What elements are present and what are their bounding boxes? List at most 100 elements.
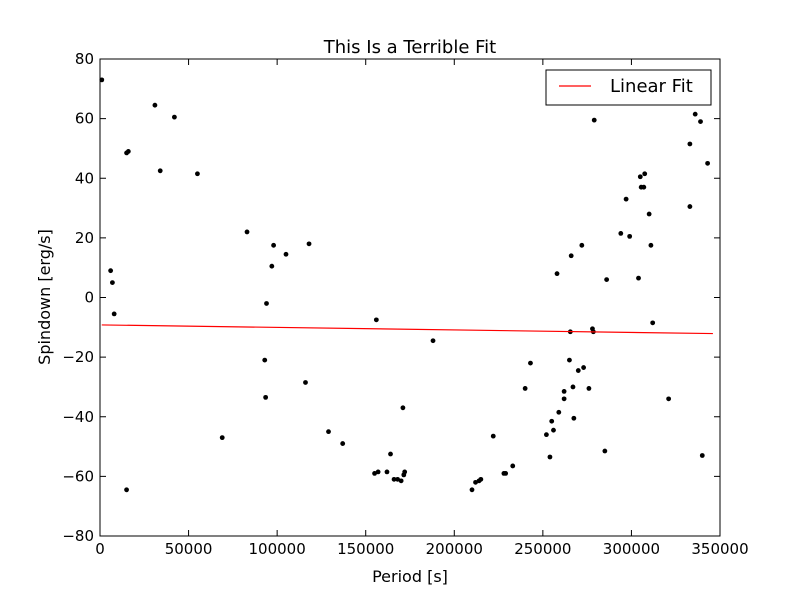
x-tick-label: 100000 [249, 540, 306, 558]
data-point [326, 429, 331, 435]
y-tick-label: 0 [84, 289, 94, 307]
x-tick-label: 250000 [514, 540, 571, 558]
data-point [264, 301, 269, 306]
data-point [650, 320, 656, 326]
data-point [528, 360, 533, 366]
data-point [561, 396, 567, 402]
data-point [570, 384, 576, 390]
data-point [705, 160, 710, 166]
plot-area [99, 77, 713, 493]
x-axis-label: Period [s] [372, 567, 448, 586]
fit-line [101, 324, 713, 335]
data-point [648, 242, 654, 248]
y-tick-label: 80 [75, 50, 94, 68]
x-tick-label: 200000 [426, 540, 483, 558]
data-point [430, 338, 436, 344]
data-point [110, 280, 115, 285]
data-point [623, 196, 629, 202]
data-point [591, 117, 597, 123]
data-point [340, 441, 346, 446]
data-point [111, 311, 117, 317]
data-point [641, 184, 647, 190]
y-tick-label: −60 [62, 467, 94, 485]
data-point [373, 317, 379, 323]
y-tick-label: 60 [75, 110, 94, 128]
data-point [699, 453, 705, 458]
data-point [554, 271, 560, 277]
data-point [637, 174, 643, 180]
plot-frame [99, 58, 721, 537]
legend: Linear Fit [545, 69, 712, 106]
data-point [687, 141, 693, 147]
data-point [556, 409, 562, 415]
data-point [604, 277, 610, 283]
data-point [575, 368, 581, 373]
data-point [172, 114, 177, 120]
data-point [262, 357, 268, 363]
data-point [269, 263, 275, 269]
y-tick-label: 20 [75, 229, 94, 247]
data-point [283, 251, 289, 257]
data-point [687, 204, 693, 209]
data-point [263, 394, 269, 400]
data-point [469, 487, 475, 493]
y-axis: −80 −60 −40 −20 0 20 40 60 80 [62, 50, 720, 545]
data-point [561, 389, 567, 394]
data-point [99, 77, 105, 83]
data-point [636, 275, 641, 281]
data-point [567, 357, 572, 363]
x-tick-label: 300000 [603, 540, 660, 558]
data-point [244, 229, 250, 235]
x-tick-label: 50000 [165, 540, 213, 558]
data-point [627, 233, 633, 239]
data-point [503, 470, 509, 476]
data-point [549, 418, 555, 424]
data-point [219, 435, 225, 441]
data-point [157, 168, 163, 174]
x-tick-label: 150000 [337, 540, 394, 558]
x-axis: 0 50000 100000 150000 200000 250000 300000 3500… [95, 59, 749, 558]
data-point [388, 451, 393, 457]
data-point [544, 432, 549, 438]
data-point [402, 469, 408, 475]
data-point [375, 469, 381, 475]
data-point [306, 241, 312, 247]
data-point [195, 171, 200, 177]
legend-label-linear-fit: Linear Fit [610, 76, 693, 97]
y-tick-label: −20 [62, 348, 94, 366]
data-point [391, 476, 397, 482]
data-point [510, 463, 516, 469]
data-point [586, 386, 592, 391]
data-point [568, 253, 574, 259]
data-point [271, 242, 276, 248]
chart-title: This Is a Terrible Fit [323, 37, 497, 58]
data-point [642, 171, 648, 177]
data-point [522, 386, 528, 391]
data-point [581, 365, 586, 370]
data-point [400, 405, 406, 411]
data-point [571, 415, 577, 421]
data-point [398, 478, 404, 484]
legend-box [545, 69, 712, 106]
data-point [547, 454, 553, 460]
data-point [108, 268, 114, 274]
data-point [692, 111, 698, 117]
data-point [646, 211, 652, 217]
data-point [125, 149, 131, 154]
y-tick-label: −40 [62, 408, 94, 426]
x-tick-label: 0 [95, 540, 105, 558]
y-tick-label: −80 [62, 527, 94, 545]
data-point [698, 119, 703, 125]
data-point [303, 380, 308, 385]
data-point [602, 448, 608, 454]
data-point [618, 231, 624, 236]
data-point [579, 242, 585, 248]
data-point [384, 469, 390, 475]
data-point [124, 487, 129, 493]
data-point [478, 476, 484, 482]
data-point [490, 433, 496, 439]
data-point [551, 427, 556, 433]
data-point [152, 102, 158, 108]
